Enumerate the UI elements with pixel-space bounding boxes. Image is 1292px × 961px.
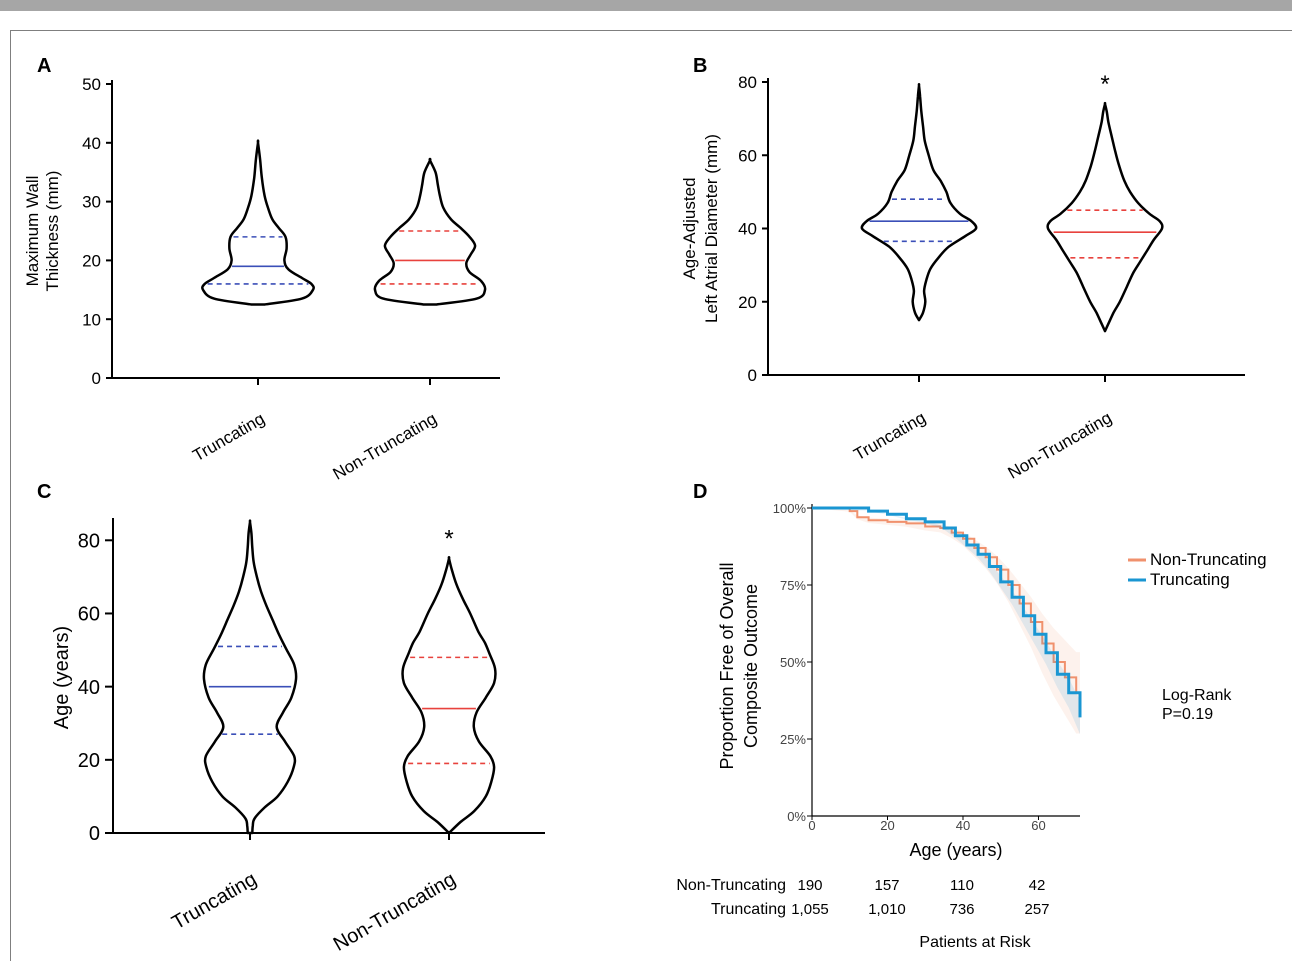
y-axis-label: Proportion Free of Overall	[717, 562, 737, 769]
y-tick-label: 60	[738, 146, 757, 165]
violin-truncating	[202, 519, 298, 835]
risk-value: 42	[1029, 877, 1046, 894]
y-tick-label: 75%	[780, 578, 806, 593]
confidence-band	[812, 508, 1080, 734]
y-tick-label: 0%	[787, 809, 806, 824]
y-axis-label: Thickness (mm)	[43, 171, 62, 292]
y-axis-label: Maximum Wall	[23, 176, 42, 287]
violin-non-truncating	[1046, 101, 1164, 333]
x-tick-label: 20	[880, 818, 894, 833]
figure-frame	[10, 30, 1292, 961]
x-tick-label: 40	[956, 818, 970, 833]
risk-row-label: Truncating	[711, 901, 786, 918]
y-tick-label: 0	[92, 369, 101, 388]
y-axis-label: Age-Adjusted	[680, 177, 699, 279]
significance-marker: *	[1100, 71, 1109, 98]
y-axis-label: Left Atrial Diameter (mm)	[702, 134, 721, 323]
risk-value: 1,055	[791, 901, 829, 918]
y-tick-label: 50	[82, 75, 101, 94]
logrank-annotation: Log-Rank	[1162, 687, 1232, 704]
y-tick-label: 80	[78, 530, 100, 552]
y-tick-label: 30	[82, 193, 101, 212]
violin-truncating	[201, 139, 315, 306]
top-rule	[0, 0, 1292, 11]
km-panel: 0% 25% 50% 75% 100% 0 20 40 60 Age (years) Proport…	[676, 501, 1266, 951]
y-tick-label: 60	[78, 604, 100, 626]
violin-non-truncating	[373, 157, 487, 306]
risk-value: 736	[949, 901, 974, 918]
risk-value: 257	[1024, 901, 1049, 918]
y-axis-label: Composite Outcome	[741, 584, 761, 748]
risk-table-title: Patients at Risk	[919, 934, 1031, 951]
x-tick-label: Non-Truncating	[330, 409, 440, 484]
violin-panel-a: 0 10 20 30 40 50 Maximum Wall Thickness (mm) Tru…	[23, 75, 500, 484]
x-tick-label: Truncating	[168, 868, 260, 934]
x-tick-label: Non-Truncating	[330, 868, 460, 956]
x-tick-label: Non-Truncating	[1005, 408, 1115, 483]
x-axis-label: Age (years)	[909, 840, 1002, 860]
panel-label-c: C	[37, 481, 51, 503]
risk-row-label: Non-Truncating	[676, 877, 786, 894]
x-tick-label: 60	[1031, 818, 1045, 833]
violin-non-truncating	[401, 556, 497, 835]
y-tick-label: 0	[748, 366, 757, 385]
y-tick-label: 10	[82, 310, 101, 329]
y-tick-label: 50%	[780, 655, 806, 670]
panel-label-b: B	[693, 55, 707, 77]
y-tick-label: 80	[738, 73, 757, 92]
y-tick-label: 40	[82, 134, 101, 153]
panel-label-d: D	[693, 481, 707, 503]
y-tick-label: 20	[82, 252, 101, 271]
violin-panel-c: 0 20 40 60 80 Age (years) Truncating * Non-Trunc…	[51, 518, 545, 956]
risk-value: 1,010	[868, 901, 906, 918]
legend-label: Non-Truncating	[1150, 550, 1267, 569]
km-curve-non-truncating	[812, 507, 1080, 694]
panel-label-a: A	[37, 55, 51, 77]
risk-value: 110	[950, 877, 974, 894]
violin-panel-b: 0 20 40 60 80 Age-Adjusted Left Atrial Diamete…	[680, 71, 1245, 483]
risk-value: 157	[874, 877, 899, 894]
logrank-annotation: P=0.19	[1162, 706, 1213, 723]
x-tick-label: Truncating	[189, 409, 268, 465]
y-tick-label: 100%	[773, 501, 807, 516]
violin-truncating	[860, 83, 978, 322]
y-tick-label: 40	[738, 220, 757, 239]
x-tick-label: 0	[808, 818, 815, 833]
y-tick-label: 25%	[780, 732, 806, 747]
legend-label: Truncating	[1150, 570, 1230, 589]
significance-marker: *	[444, 526, 453, 553]
risk-value: 190	[797, 877, 822, 894]
y-tick-label: 20	[78, 750, 100, 772]
confidence-band	[812, 508, 1080, 735]
y-tick-label: 0	[89, 823, 100, 845]
y-tick-label: 40	[78, 677, 100, 699]
km-curve-truncating	[812, 506, 1082, 718]
y-axis-label: Age (years)	[51, 626, 73, 729]
chart-layer: 0 10 20 30 40 50 Maximum Wall Thickness (mm) Tru…	[23, 71, 1267, 956]
y-tick-label: 20	[738, 293, 757, 312]
x-tick-label: Truncating	[850, 408, 929, 464]
